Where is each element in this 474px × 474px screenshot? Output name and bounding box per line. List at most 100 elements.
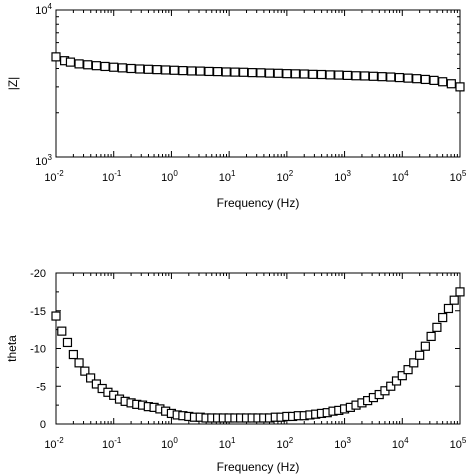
data-point-square (74, 358, 84, 368)
x-tick-label: 10-1 (102, 436, 122, 451)
data-point-square (386, 72, 396, 82)
y-tick-label: -20 (30, 268, 46, 280)
series-0 (51, 287, 465, 423)
data-point-square (117, 63, 127, 73)
y-tick-label: 0 (40, 419, 46, 431)
data-point-square (325, 70, 335, 80)
data-point-square (299, 69, 309, 79)
x-tick-label: 10-2 (44, 169, 64, 184)
data-point-square (403, 365, 413, 375)
data-point-square (308, 69, 318, 79)
data-point-square (386, 381, 396, 391)
data-point-square (195, 66, 205, 76)
data-point-square (443, 303, 454, 314)
data-point-square (377, 72, 387, 82)
x-tick-label: 102 (277, 169, 294, 184)
data-point-square (143, 64, 153, 74)
data-point-square (74, 59, 84, 69)
data-point-square (273, 68, 283, 78)
data-point-square (83, 60, 93, 70)
data-point-square (438, 77, 448, 87)
data-point-square (290, 69, 301, 79)
data-point-square (213, 67, 223, 77)
data-point-square (420, 74, 430, 85)
data-point-square (100, 61, 110, 72)
x-tick-label: 10-1 (102, 169, 122, 184)
data-point-square (368, 71, 379, 81)
data-point-square (342, 70, 353, 81)
series-0 (51, 52, 465, 92)
x-tick-label: 101 (219, 169, 236, 184)
x-axis-label: Frequency (Hz) (217, 196, 300, 210)
data-point-square (412, 74, 422, 84)
x-tick-label: 104 (392, 436, 409, 451)
x-tick-label: 103 (334, 436, 351, 451)
data-point-square (429, 75, 439, 85)
x-tick-label: 105 (450, 436, 467, 451)
data-point-square (264, 68, 275, 78)
data-point-square (161, 65, 171, 75)
data-point-square (80, 366, 90, 376)
data-point-square (426, 331, 436, 342)
x-tick-label: 105 (450, 169, 467, 184)
y-axis-label: |Z| (6, 77, 20, 91)
x-axis-label: Frequency (Hz) (217, 460, 300, 474)
plot-frame (55, 9, 461, 158)
data-point-square (403, 73, 413, 83)
data-point-square (68, 349, 78, 360)
x-tick-label: 104 (392, 169, 409, 184)
data-point-square (394, 72, 404, 83)
x-tick-label: 100 (161, 169, 178, 184)
data-point-square (238, 67, 249, 77)
data-point-square (420, 341, 430, 351)
data-point-square (282, 69, 292, 79)
data-point-square (57, 326, 67, 336)
y-tick-label: -10 (30, 344, 46, 356)
y-tick-label: -15 (30, 306, 46, 318)
data-point-square (135, 64, 145, 74)
data-point-square (415, 350, 425, 360)
y-tick-label: 103 (35, 153, 52, 168)
data-point-square (86, 373, 96, 383)
x-tick-label: 10-2 (44, 436, 64, 451)
y-tick-label: 104 (35, 2, 52, 17)
data-point-square (230, 67, 240, 77)
data-point-square (351, 71, 361, 81)
data-point-square (62, 337, 73, 348)
data-point-square (316, 69, 327, 80)
data-point-square (247, 68, 257, 78)
data-point-square (204, 66, 214, 77)
data-point-square (409, 358, 419, 368)
chart-impedance: 10-2 10-1 100 101 102 103 104 105 103 104 Frequenc… (6, 2, 467, 210)
chart-phase: 10-2 10-1 100 101 102 103 104 105 -20 -15 -10 -5 0 Fr… (5, 268, 467, 474)
data-point-square (391, 376, 402, 386)
data-point-square (446, 79, 456, 89)
data-point-square (51, 52, 61, 62)
data-point-square (91, 61, 101, 71)
data-point-square (438, 312, 448, 323)
data-point-square (152, 65, 162, 75)
y-axis-label: theta (5, 335, 19, 362)
data-point-square (455, 287, 465, 297)
data-point-square (169, 65, 179, 75)
data-point-square (397, 371, 407, 381)
y-tick-label: -5 (36, 381, 46, 393)
data-point-square (455, 82, 465, 92)
data-point-square (334, 70, 344, 80)
data-point-square (221, 67, 231, 77)
x-tick-label: 103 (334, 169, 351, 184)
data-point-square (432, 322, 442, 332)
data-point-square (360, 71, 370, 81)
data-point-square (187, 66, 197, 76)
data-point-square (449, 295, 459, 305)
data-point-square (51, 311, 61, 321)
x-tick-label: 102 (277, 436, 294, 451)
x-tick-label: 101 (219, 436, 236, 451)
data-point-square (178, 66, 188, 76)
data-point-square (109, 62, 119, 72)
x-tick-label: 100 (161, 436, 178, 451)
data-point-square (65, 57, 76, 67)
data-point-square (126, 63, 136, 74)
data-point-square (256, 68, 266, 78)
